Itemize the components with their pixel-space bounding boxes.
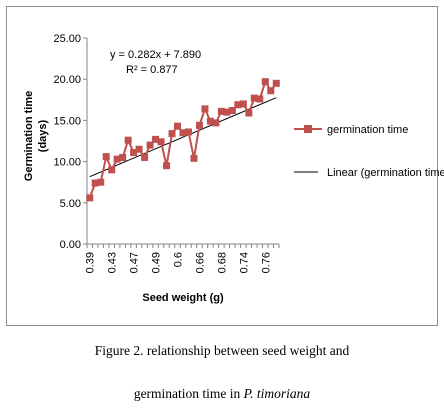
data-point xyxy=(163,162,171,170)
data-point xyxy=(141,153,149,161)
data-point xyxy=(267,87,275,95)
data-point xyxy=(113,155,121,163)
data-point xyxy=(228,107,236,115)
data-point xyxy=(102,153,110,161)
y-axis-title-line2: (days) xyxy=(37,119,49,152)
trendline-r-squared: R² = 0.877 xyxy=(126,64,178,76)
data-point xyxy=(168,130,176,138)
data-point xyxy=(146,141,154,149)
tick-labels: 0.00 5.00 10.00 15.00 20.00 25.00 0.39 0.43 0.47… xyxy=(53,33,272,273)
trendline-group xyxy=(89,97,277,178)
caption-species: P. timoriana xyxy=(243,386,311,401)
data-point xyxy=(184,128,192,136)
data-point xyxy=(234,101,242,109)
legend-series-label: germination time xyxy=(327,124,408,136)
data-point xyxy=(135,145,143,153)
series-line-germination-time xyxy=(88,80,278,199)
trendline-equation: y = 0.282x + 7.890 xyxy=(110,49,201,61)
x-tick-label: 0.66 xyxy=(194,252,206,273)
data-point xyxy=(272,79,280,87)
figure-caption-line2: germination time in P. timoriana xyxy=(0,386,444,402)
y-tick-label: 0.00 xyxy=(60,239,81,251)
legend-trendline-label: Linear (germination time) xyxy=(327,167,444,179)
figure-caption-line1: Figure 2. relationship between seed weig… xyxy=(94,343,350,358)
data-point xyxy=(152,135,160,143)
data-point xyxy=(239,100,247,108)
x-tick-label: 0.49 xyxy=(151,252,163,273)
trendline xyxy=(89,97,277,178)
x-tick-label: 0.68 xyxy=(216,252,228,273)
data-point xyxy=(86,194,94,202)
y-tick-label: 15.00 xyxy=(53,115,81,127)
y-tick-label: 10.00 xyxy=(53,157,81,169)
data-point xyxy=(108,166,116,174)
x-tick-label: 0.6 xyxy=(173,252,185,267)
chart-frame xyxy=(6,6,438,326)
x-tick-label: 0.74 xyxy=(238,252,250,273)
data-point xyxy=(190,154,198,162)
x-tick-label: 0.47 xyxy=(129,252,141,273)
data-point xyxy=(245,109,253,117)
axes xyxy=(83,37,280,248)
data-point xyxy=(119,153,127,161)
legend-series-marker xyxy=(304,125,312,133)
data-point xyxy=(124,136,132,144)
y-tick-label: 20.00 xyxy=(53,74,81,86)
y-axis-title-line1: Germination time xyxy=(23,91,35,181)
data-point xyxy=(174,122,182,130)
caption-prefix: germination time in xyxy=(133,386,244,401)
data-point xyxy=(201,105,209,113)
data-point xyxy=(179,129,187,137)
data-point xyxy=(91,179,99,187)
data-point xyxy=(217,107,225,115)
x-tick-label: 0.76 xyxy=(260,252,272,273)
x-axis-title: Seed weight (g) xyxy=(142,292,224,304)
x-tick-label: 0.39 xyxy=(85,252,97,273)
x-tick-label: 0.43 xyxy=(107,252,119,273)
data-point xyxy=(97,178,105,186)
data-point xyxy=(223,108,231,116)
data-point xyxy=(130,149,138,157)
legend: germination time Linear (germination tim… xyxy=(294,124,444,179)
data-point xyxy=(250,94,258,102)
data-point xyxy=(157,138,165,146)
data-point xyxy=(212,119,220,127)
y-tick-label: 25.00 xyxy=(53,33,81,45)
data-point xyxy=(206,117,214,125)
y-tick-label: 5.00 xyxy=(60,198,81,210)
series-group xyxy=(86,78,280,202)
data-point xyxy=(195,121,203,129)
data-point xyxy=(261,78,269,86)
data-point xyxy=(256,95,264,103)
